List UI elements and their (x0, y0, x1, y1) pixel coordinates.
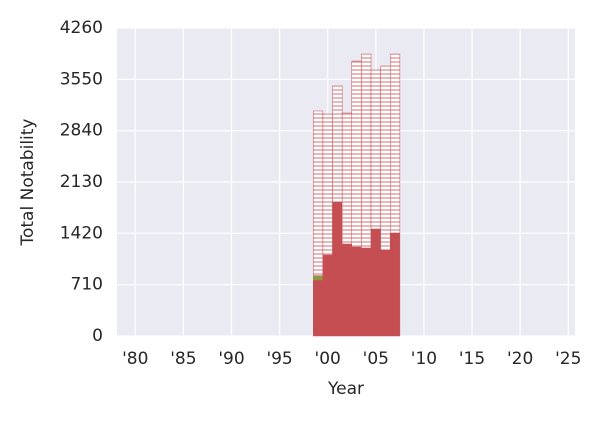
bar-segment (351, 246, 362, 337)
bar-segment (361, 247, 372, 337)
y-tick-label: 3550 (60, 69, 103, 89)
bar-segment (361, 53, 372, 249)
bar-segment (341, 112, 353, 245)
bar-segment (332, 201, 343, 337)
x-tick-label: '20 (507, 349, 533, 369)
y-tick-label: 710 (71, 275, 103, 295)
x-tick-label: '10 (411, 349, 437, 369)
x-tick-label: '15 (459, 349, 485, 369)
bar-segment (313, 110, 324, 276)
bar-segment (322, 113, 333, 256)
bar-segment (341, 243, 353, 337)
y-tick-label: 4260 (60, 18, 103, 38)
x-tick-label: '25 (555, 349, 581, 369)
bar-segment (313, 275, 324, 281)
y-tick-label: 1420 (60, 223, 103, 243)
x-axis-title: Year (327, 379, 364, 399)
bar-segment (390, 232, 401, 337)
bar-segment (370, 69, 381, 230)
bar-segment (322, 254, 333, 337)
x-tick-label: '00 (315, 349, 341, 369)
y-tick-label: 2130 (60, 172, 103, 192)
bar-segment (332, 85, 343, 203)
bar-segment (313, 279, 324, 337)
bar-segment (351, 60, 362, 248)
bar-segment (380, 65, 391, 251)
x-tick-label: '05 (363, 349, 389, 369)
bar-segment (370, 228, 381, 337)
bar-segment (380, 249, 391, 337)
x-tick-label: '80 (122, 349, 148, 369)
y-tick-label: 2840 (60, 121, 103, 141)
bar-segment (390, 53, 401, 234)
x-tick-label: '90 (218, 349, 244, 369)
x-tick-label: '95 (266, 349, 292, 369)
y-axis-title: Total Notability (18, 119, 38, 247)
y-tick-label: 0 (92, 326, 103, 346)
x-tick-label: '85 (170, 349, 196, 369)
